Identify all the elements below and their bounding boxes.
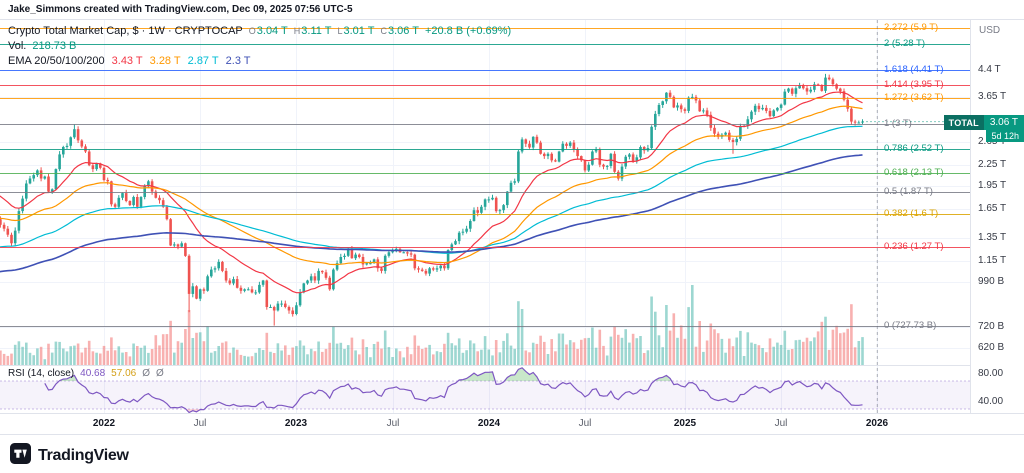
ema-label: EMA 20/50/100/200 <box>8 54 105 67</box>
volume-legend-row[interactable]: Vol. 218.73 B <box>8 38 511 53</box>
time-tick-label: 2025 <box>673 418 697 429</box>
ema-value-20: 3.43 T <box>111 54 143 67</box>
price-tick-label: 1.35 T <box>978 232 1007 243</box>
time-tick-label: 2024 <box>477 418 501 429</box>
ema-50-line <box>0 105 863 266</box>
high-value: 3.11 T <box>301 24 332 37</box>
price-tick-label: 720 B <box>978 321 1005 332</box>
tradingview-brand[interactable]: TradingView <box>10 443 129 469</box>
tradingview-logo-icon <box>10 443 31 469</box>
time-axis[interactable]: 2022 Jul 2023 Jul 2024 Jul 2025 Jul 2026 <box>0 413 1024 434</box>
close-label: C <box>380 25 387 36</box>
rsi-tick-label: 80.00 <box>978 368 1004 379</box>
tradingview-wordmark: TradingView <box>38 447 129 464</box>
ema-values: 3.43 T 3.28 T 2.87 T 2.3 T <box>105 55 251 67</box>
rsi-value-0: 40.68 <box>80 368 106 379</box>
time-tick-label: 2026 <box>865 418 889 429</box>
bar-countdown-label: 5d 12h <box>986 130 1024 142</box>
ema-value-50: 3.28 T <box>149 54 181 67</box>
change-value: +20.8 B (+0.69%) <box>424 24 512 37</box>
ema-value-200: 2.3 T <box>225 54 251 67</box>
rsi-label: RSI (14, close) <box>8 368 75 379</box>
open-value: 3.04 T <box>256 24 288 37</box>
price-tick-label: 4.4 T <box>978 64 1001 75</box>
high-label: H <box>293 25 301 36</box>
time-tick-label: 2022 <box>92 418 116 429</box>
price-scale[interactable]: USD 4.4 T3.65 T2.65 T2.25 T1.95 T1.65 T1… <box>970 20 1024 434</box>
price-tick-label: 990 B <box>978 276 1005 287</box>
volume-label: Vol. <box>8 39 27 52</box>
close-value: 3.06 T <box>387 24 419 37</box>
rsi-value-3: Ø <box>155 368 164 379</box>
time-tick-label: Jul <box>774 418 788 429</box>
time-tick-label: Jul <box>386 418 400 429</box>
symbol-badge: TOTAL <box>943 115 984 130</box>
ema-20-line <box>0 91 863 294</box>
price-tick-label: 1.65 T <box>978 203 1007 214</box>
volume-bars <box>0 285 864 365</box>
price-tick-label: 3.65 T <box>978 91 1007 102</box>
rsi-legend-row[interactable]: RSI (14, close) 40.68 57.06 Ø Ø <box>8 368 164 379</box>
rsi-line <box>44 367 863 413</box>
volume-value: 218.73 B <box>32 39 77 52</box>
attribution-text: Jake_Simmons created with TradingView.co… <box>0 0 1024 20</box>
currency-label: USD <box>979 25 1001 36</box>
last-price-badge: TOTAL 3.06 T <box>943 115 1024 130</box>
ema-lines <box>0 91 863 294</box>
rsi-value-1: 57.06 <box>111 368 137 379</box>
low-value: 3.01 T <box>343 24 375 37</box>
rsi-tick-label: 40.00 <box>978 396 1004 407</box>
price-tick-label: 1.95 T <box>978 180 1007 191</box>
footer: TradingView <box>0 434 1024 473</box>
price-tick-label: 620 B <box>978 342 1005 353</box>
rsi-band-fill <box>0 381 970 409</box>
low-label: L <box>337 25 343 36</box>
ema-legend-row[interactable]: EMA 20/50/100/200 3.43 T 3.28 T 2.87 T 2.3 … <box>8 53 511 68</box>
ema-value-100: 2.87 T <box>187 54 219 67</box>
open-label: O <box>248 25 256 36</box>
time-tick-label: Jul <box>193 418 207 429</box>
chart-plot-area[interactable] <box>0 20 970 434</box>
candles <box>0 73 864 326</box>
ema-200-line <box>0 154 863 273</box>
last-price-value: 3.06 T <box>983 115 1024 130</box>
rsi-values: 40.68 57.06 Ø Ø <box>74 368 164 379</box>
main-legend: Crypto Total Market Cap, $ · 1W · CRYPTO… <box>8 23 511 68</box>
price-tick-label: 1.15 T <box>978 255 1007 266</box>
time-tick-label: Jul <box>578 418 592 429</box>
time-tick-label: 2023 <box>284 418 308 429</box>
symbol-title[interactable]: Crypto Total Market Cap, $ · 1W · CRYPTO… <box>8 24 243 37</box>
symbol-legend-row[interactable]: Crypto Total Market Cap, $ · 1W · CRYPTO… <box>8 23 511 38</box>
rsi-value-2: Ø <box>142 368 150 379</box>
fib-lines <box>0 28 970 327</box>
price-tick-label: 2.25 T <box>978 159 1007 170</box>
